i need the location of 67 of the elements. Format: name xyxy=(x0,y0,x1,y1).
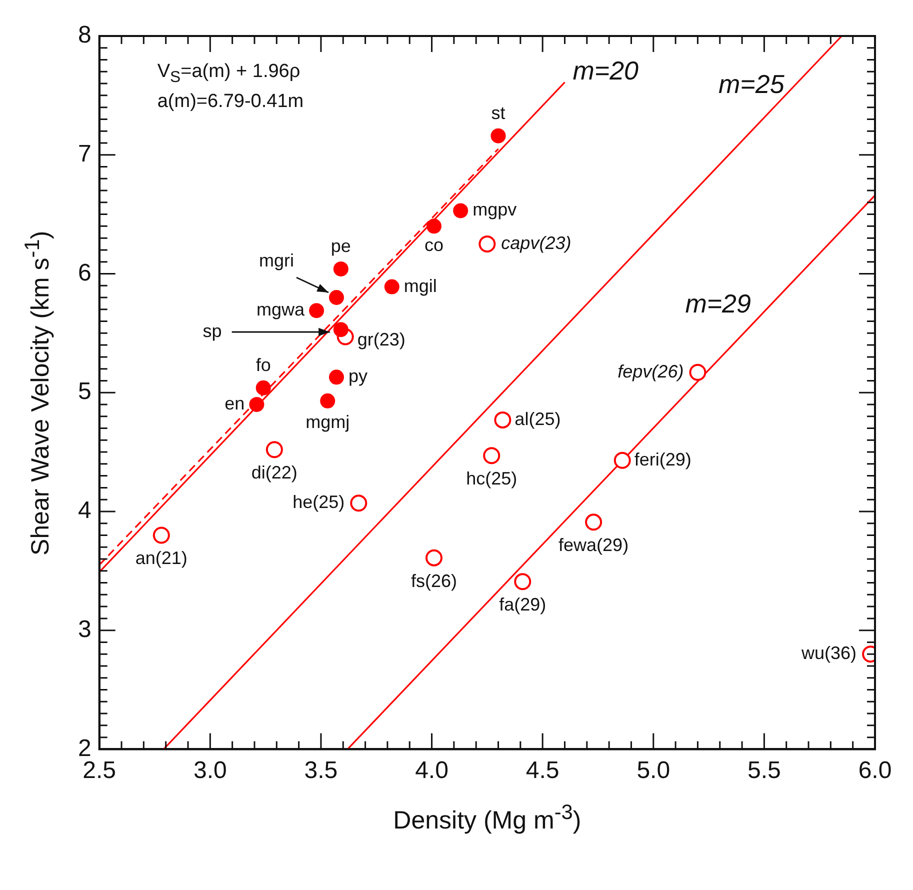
y-tick-label: 5 xyxy=(78,378,92,406)
y-tick-label: 8 xyxy=(78,22,92,49)
annotation: fa(29) xyxy=(499,594,546,615)
annotation: a(m)=6.79-0.41m xyxy=(157,90,304,114)
series-label: m=29 xyxy=(685,288,751,318)
annotation: mgil xyxy=(404,276,437,296)
annotation: st xyxy=(491,102,506,123)
x-tick-label: 3.5 xyxy=(304,757,338,784)
y-tick-label: 7 xyxy=(78,140,92,168)
annotation: he(25) xyxy=(292,492,345,512)
annotation: co xyxy=(424,235,444,256)
point xyxy=(249,396,264,412)
point xyxy=(266,441,283,458)
x-tick-label: 3.0 xyxy=(193,757,227,784)
annotation: fs(26) xyxy=(410,570,457,591)
annotation: mgmj xyxy=(306,412,350,432)
point xyxy=(333,261,348,276)
point xyxy=(320,393,336,408)
annotation: pe xyxy=(330,236,351,256)
annotation: mgri xyxy=(258,250,294,270)
annotation: fewa(29) xyxy=(558,535,629,556)
y-tick-label: 3 xyxy=(78,616,92,643)
annotation: fepv(26) xyxy=(618,361,684,382)
annotation: mgwa xyxy=(256,300,306,320)
point xyxy=(483,447,500,464)
x-tick-label: 4.0 xyxy=(415,757,448,784)
x-axis-title: Density (Mg m$^{-3}$) xyxy=(393,801,582,836)
x-tick-label: 5.5 xyxy=(748,757,781,784)
point xyxy=(328,370,344,385)
point xyxy=(328,290,344,306)
x-tick-label: 6.0 xyxy=(858,757,892,784)
point xyxy=(490,128,506,144)
annotation: V$_{S}$=a(m) + 1.96ρ xyxy=(157,60,302,88)
point xyxy=(494,411,512,428)
annotation: an(21) xyxy=(135,548,188,568)
point xyxy=(309,303,324,318)
annotation: capv(23) xyxy=(501,233,572,254)
annotation: hc(25) xyxy=(466,468,518,489)
point xyxy=(478,236,496,253)
annotation: gr(23) xyxy=(357,330,406,350)
annotation: feri(29) xyxy=(634,449,692,470)
series-label: m=20 xyxy=(572,56,640,86)
point xyxy=(256,380,271,396)
annotation: wu(36) xyxy=(800,643,857,664)
series-label: m=25 xyxy=(718,69,785,100)
point xyxy=(333,322,348,338)
annotation: py xyxy=(348,366,368,386)
annotation: en xyxy=(224,393,245,414)
point xyxy=(453,203,468,218)
y-tick-label: 4 xyxy=(78,497,92,524)
annotation: sp xyxy=(202,320,222,341)
point xyxy=(384,279,400,294)
point xyxy=(689,364,706,381)
point xyxy=(585,514,602,531)
point xyxy=(425,549,442,566)
point xyxy=(614,452,631,469)
annotation: di(22) xyxy=(251,462,298,483)
point xyxy=(350,494,368,512)
point xyxy=(152,526,170,544)
x-tick-label: 4.5 xyxy=(526,757,560,784)
annotation: al(25) xyxy=(514,408,561,429)
point xyxy=(426,218,442,234)
x-tick-label: 5.0 xyxy=(636,757,670,784)
annotation: fo xyxy=(256,354,271,375)
annotation: mgpv xyxy=(472,200,517,220)
y-tick-label: 6 xyxy=(78,259,92,286)
point xyxy=(514,573,532,590)
